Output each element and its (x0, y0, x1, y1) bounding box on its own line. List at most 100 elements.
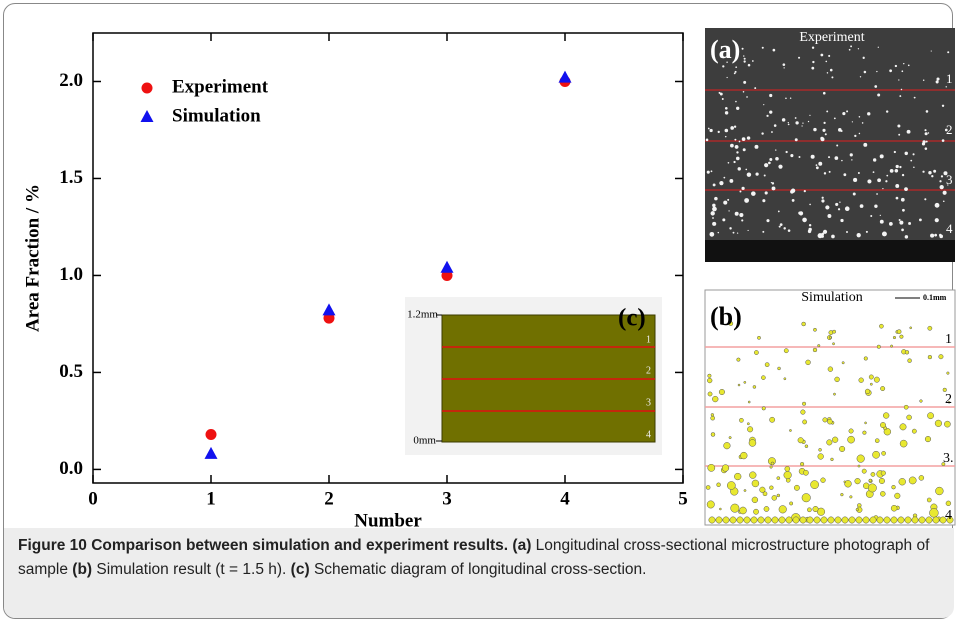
particle (785, 97, 787, 100)
particle (846, 230, 848, 233)
particle (898, 79, 900, 81)
particle (895, 196, 899, 200)
particle (925, 140, 928, 143)
particle (790, 154, 794, 158)
particle (801, 125, 803, 127)
particle (941, 139, 945, 142)
particle (734, 145, 739, 149)
x-tick-label: 3 (442, 488, 452, 509)
panel-b: (b) Simulation 0.1mm 1 2 3. 4 (704, 289, 956, 526)
particle (728, 321, 734, 326)
particle (824, 133, 827, 136)
particle (880, 386, 886, 392)
particle (901, 228, 904, 232)
particle (787, 123, 790, 126)
particle (894, 64, 898, 68)
particle (821, 196, 824, 199)
particle (881, 450, 886, 456)
caption-text: Schematic diagram of longitudinal cross-… (313, 561, 647, 578)
particle (927, 354, 933, 360)
particle (867, 483, 877, 493)
particle (820, 136, 824, 141)
particle (899, 334, 904, 339)
panel-label: (a) (710, 35, 740, 64)
particle (844, 206, 850, 212)
data-point (204, 446, 218, 459)
particle (746, 96, 748, 98)
particle (876, 193, 878, 195)
particle (867, 179, 872, 184)
particle (879, 154, 884, 159)
particle (736, 232, 739, 234)
particle (949, 229, 952, 232)
particle (802, 401, 807, 406)
particle (832, 329, 837, 334)
particle (894, 169, 899, 173)
particle (898, 133, 901, 136)
particle (876, 344, 881, 349)
legend-label: Simulation (172, 105, 261, 126)
particle (832, 342, 835, 346)
particle (839, 445, 846, 452)
particle (801, 321, 806, 327)
scale-label: 0.1mm (923, 293, 947, 302)
particle (719, 180, 724, 186)
x-tick-label: 0 (88, 488, 98, 509)
particle (771, 516, 779, 524)
line-label: 1 (946, 71, 953, 86)
line-label: 4 (945, 508, 952, 523)
particle (836, 144, 839, 147)
particle (777, 366, 781, 371)
particle (936, 77, 940, 81)
particle (812, 60, 815, 64)
data-point (322, 303, 336, 316)
particle (812, 347, 818, 353)
particle (776, 476, 781, 480)
particle (750, 516, 758, 524)
particle (776, 493, 781, 498)
particle (733, 160, 736, 164)
particle (862, 430, 867, 435)
particle (743, 489, 747, 492)
particle (907, 358, 912, 363)
particle (857, 48, 860, 50)
particle (880, 491, 886, 497)
particle (749, 471, 757, 479)
particle (706, 500, 715, 509)
particle (918, 475, 925, 481)
particle (856, 233, 861, 238)
particle (903, 404, 909, 410)
particle (885, 110, 889, 113)
particle (783, 67, 785, 69)
particle (913, 96, 916, 99)
particle (831, 76, 834, 79)
particle (813, 516, 821, 524)
particle (827, 418, 833, 425)
particle (878, 477, 885, 484)
particle (736, 46, 738, 49)
particle (721, 97, 724, 100)
particle (826, 439, 833, 446)
particle (722, 218, 726, 222)
particle (879, 214, 881, 217)
particle (781, 118, 786, 122)
particle (858, 116, 861, 118)
particle (813, 127, 817, 132)
line-label: 2 (946, 122, 953, 137)
particle (842, 111, 846, 116)
particle (939, 233, 942, 237)
particle (705, 138, 709, 142)
particle (738, 140, 741, 143)
particle (751, 60, 754, 62)
particle (718, 91, 721, 94)
legend-marker (140, 110, 154, 122)
particle (830, 457, 834, 462)
particle (913, 166, 915, 169)
particle (705, 485, 711, 490)
particle (890, 505, 898, 512)
particle (822, 229, 828, 234)
particle (707, 377, 713, 384)
particle (901, 173, 905, 177)
particle (904, 151, 908, 156)
particle (810, 154, 815, 159)
